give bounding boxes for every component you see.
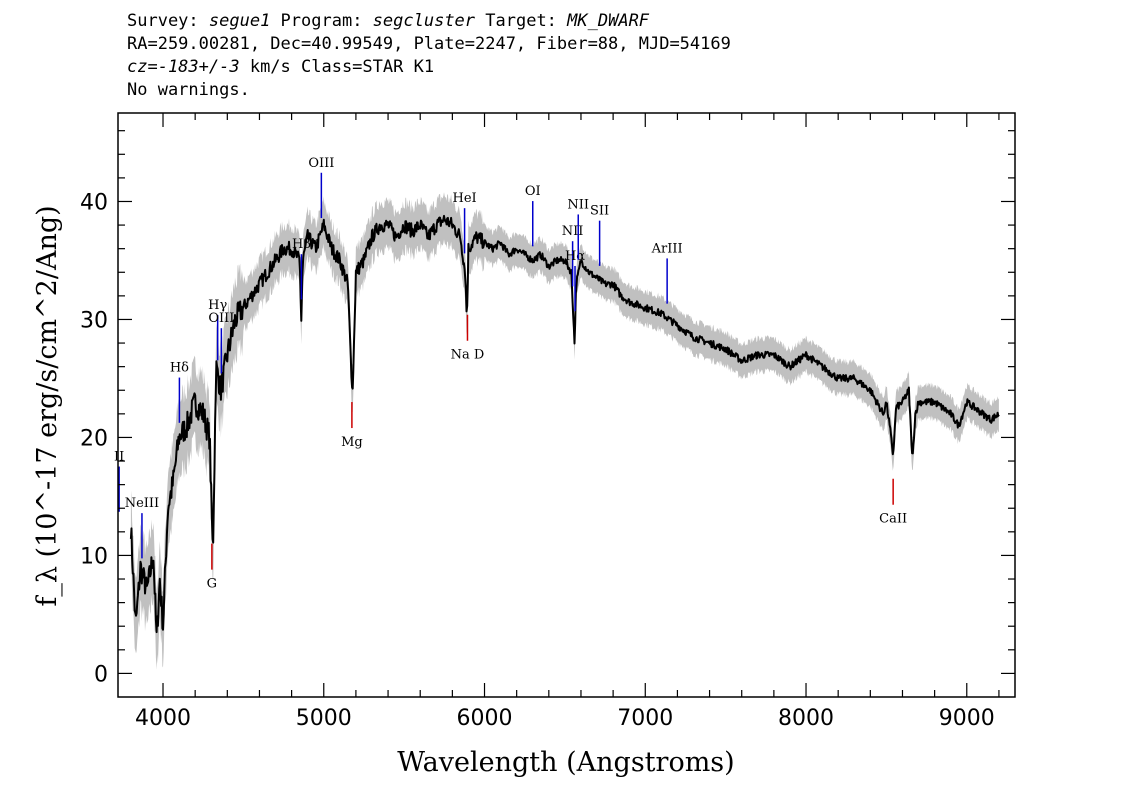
emission-line-label: SII [590, 204, 609, 219]
header-line-coordinates: RA=259.00281, Dec=40.99549, Plate=2247, … [127, 34, 731, 54]
header-line-redshift: cz=-183+/-3 km/s Class=STAR K1 [127, 56, 731, 79]
classification: km/s Class=STAR K1 [239, 57, 435, 77]
redshift-value: cz=-183+/-3 [127, 57, 240, 77]
flux-layer [129, 214, 1000, 634]
survey-value: segue1 [208, 11, 271, 31]
y-tick-label: 40 [80, 190, 108, 215]
x-axis-title: Wavelength (Angstroms) [397, 747, 734, 778]
x-tick-label: 7000 [617, 706, 673, 731]
emission-line-label: OIII [308, 156, 334, 171]
y-axis-title: f_λ (10^-17 erg/s/cm^2/Ang) [32, 205, 63, 606]
program-value: segcluster [372, 11, 476, 31]
emission-line-label: Hβ [292, 237, 311, 252]
emission-line-label: OI [525, 184, 541, 199]
absorption-line-label: G [207, 577, 217, 592]
emission-line-label: HeI [452, 191, 476, 206]
y-tick-label: 0 [94, 662, 108, 687]
emission-line-label: NII [567, 197, 589, 212]
header-line-warnings: No warnings. [127, 80, 250, 100]
emission-line-label: Hδ [170, 361, 189, 376]
absorption-line-label: CaII [879, 512, 907, 527]
x-tick-label: 5000 [296, 706, 352, 731]
target-value: MK_DWARF [567, 11, 650, 31]
emission-line-label: II [114, 450, 124, 465]
program-label: Program: [270, 11, 373, 31]
flux-series-line [129, 214, 1000, 634]
absorption-line-label: Na D [451, 348, 485, 363]
emission-line-label: ArIII [651, 241, 683, 256]
x-tick-label: 6000 [457, 706, 513, 731]
y-tick-label: 20 [80, 426, 108, 451]
y-tick-label: 10 [80, 544, 108, 569]
emission-line-label: NII [562, 224, 584, 239]
emission-line-label: NeIII [125, 496, 159, 511]
emission-line-label: Hγ [208, 298, 227, 313]
survey-label: Survey: [127, 11, 209, 31]
emission-line-label: OIII [208, 311, 234, 326]
axes-layer: 4000 5000 6000 7000 8000 9000 0 10 20 30 40 [80, 112, 1016, 731]
x-tick-label: 8000 [778, 706, 834, 731]
y-tick-label: 30 [80, 308, 108, 333]
target-label: Target: [475, 11, 568, 31]
x-tick-label: 9000 [939, 706, 995, 731]
plot-frame [117, 112, 1016, 698]
x-tick-label: 4000 [135, 706, 191, 731]
absorption-line-label: Mg [341, 435, 363, 450]
spectrum-header: Survey: segue1 Program: segcluster Targe… [127, 10, 731, 102]
emission-line-label: Hα [565, 249, 585, 264]
header-line-survey: Survey: segue1 Program: segcluster Targe… [127, 10, 731, 33]
